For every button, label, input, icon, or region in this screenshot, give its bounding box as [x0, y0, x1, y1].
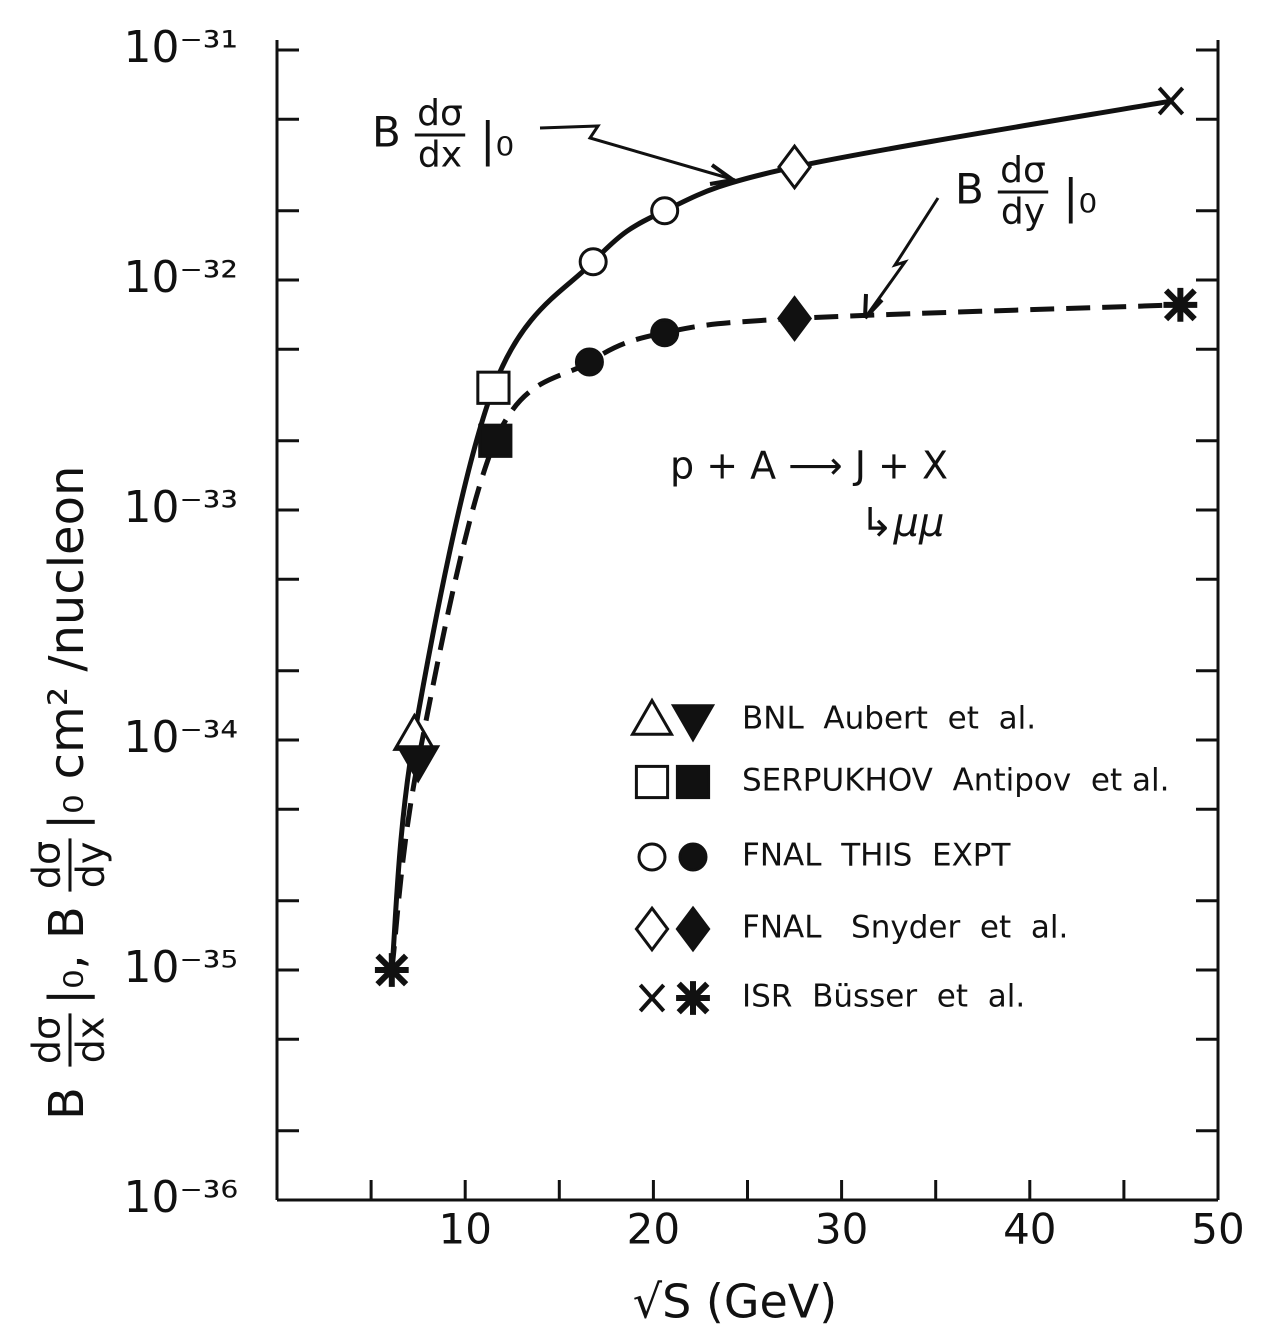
y-axis-label: Bdσ dx|₀, Bdσ dy|₀ cm² /nucleon	[25, 466, 113, 1120]
y-label-part: B	[39, 1087, 95, 1120]
marker	[777, 143, 813, 191]
legend-label: FNAL THIS EXPT	[742, 838, 1011, 874]
marker	[675, 905, 711, 953]
legend-label: BNL Aubert et al.	[742, 701, 1036, 737]
legend-label: FNAL Snyder et al.	[742, 910, 1068, 946]
marker	[476, 370, 511, 405]
marker	[634, 764, 670, 800]
y-label-part: |₀, B	[39, 906, 95, 1005]
marker	[670, 704, 716, 743]
marker	[1163, 287, 1198, 322]
x-tick-label: 30	[815, 1205, 868, 1254]
x-tick-label: 10	[438, 1205, 491, 1254]
marker	[637, 842, 667, 872]
curve-label: |₀	[1063, 170, 1097, 225]
legend-label: SERPUKHOV Antipov et al.	[742, 763, 1169, 799]
annotation: p + A ⟶ J + X	[670, 444, 948, 488]
marker	[574, 347, 604, 377]
marker	[678, 842, 708, 872]
marker	[1157, 86, 1185, 116]
curve-label-fraction-denominator: dx	[418, 135, 462, 176]
y-tick-label: 10⁻³¹	[124, 22, 239, 73]
curve-label: B	[372, 108, 401, 157]
arrow	[863, 197, 940, 319]
y-tick-label: 10⁻³⁶	[124, 1172, 239, 1223]
x-tick-label: 40	[1003, 1205, 1056, 1254]
x-tick-label: 50	[1191, 1205, 1244, 1254]
curve-label: B	[955, 165, 984, 214]
y-tick-label: 10⁻³³	[124, 482, 239, 533]
marker	[629, 697, 675, 736]
y-label-fraction-numerator: dσ	[25, 841, 69, 889]
marker	[650, 318, 680, 348]
y-tick-label: 10⁻³⁴	[124, 712, 239, 763]
marker	[777, 295, 813, 342]
marker	[676, 981, 710, 1015]
marker	[634, 905, 670, 953]
curve-label-fraction-denominator: dy	[1001, 192, 1045, 233]
marker	[650, 196, 680, 226]
y-tick-label: 10⁻³²	[124, 252, 239, 303]
y-label-fraction-numerator: dσ	[25, 1016, 69, 1064]
curve-label: |₀	[480, 113, 514, 168]
marker	[578, 247, 608, 277]
y-label-fraction-denominator: dx	[68, 1017, 112, 1064]
curve-label-fraction-numerator: dσ	[1000, 150, 1046, 191]
marker	[396, 745, 441, 784]
marker	[675, 764, 711, 800]
curve-label-fraction-numerator: dσ	[417, 93, 463, 134]
y-label-part: |₀ cm² /nucleon	[39, 466, 95, 830]
x-tick-label: 20	[627, 1205, 680, 1254]
annotation: ↳μμ	[860, 500, 944, 546]
legend-label: ISR Büsser et al.	[742, 979, 1025, 1015]
y-tick-label: 10⁻³⁵	[124, 942, 239, 993]
arrow-head	[709, 163, 735, 186]
marker	[478, 423, 513, 458]
y-label-fraction-denominator: dy	[68, 842, 112, 889]
marker	[638, 983, 666, 1013]
arrow	[539, 124, 736, 182]
marker	[374, 953, 409, 987]
x-axis-label: √S (GeV)	[633, 1275, 837, 1329]
